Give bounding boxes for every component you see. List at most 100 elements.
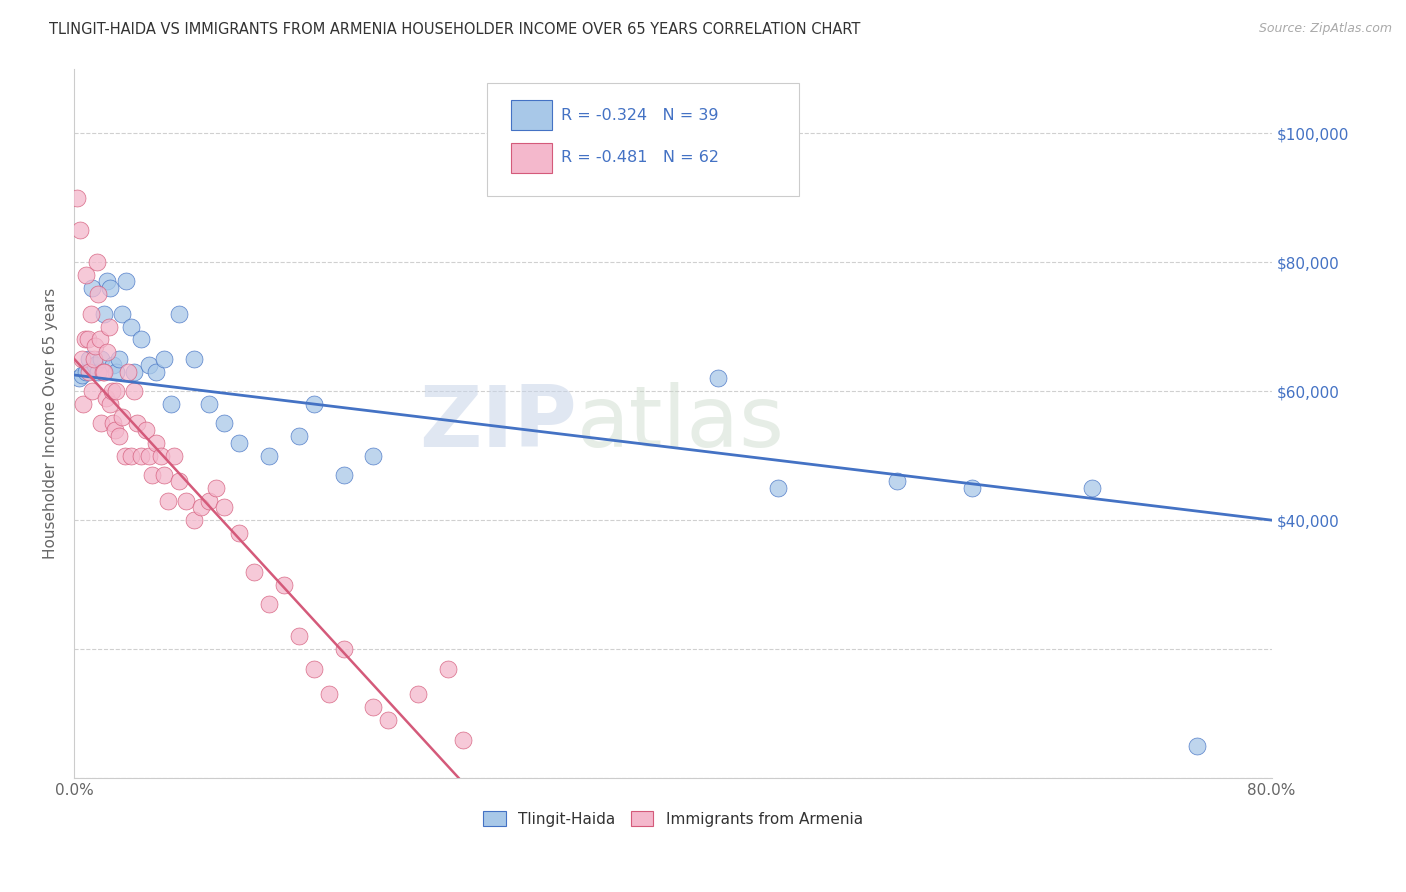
Point xyxy=(120,449,142,463)
Point xyxy=(105,384,128,398)
Point xyxy=(94,391,117,405)
Point xyxy=(153,351,176,366)
Point xyxy=(103,423,125,437)
Point xyxy=(69,223,91,237)
Point xyxy=(1185,739,1208,753)
Point xyxy=(125,417,148,431)
Point xyxy=(1081,481,1104,495)
Point xyxy=(84,339,107,353)
Text: R = -0.324   N = 39: R = -0.324 N = 39 xyxy=(561,108,718,123)
Point xyxy=(167,307,190,321)
Point xyxy=(98,397,121,411)
Point xyxy=(287,429,309,443)
Point xyxy=(131,449,153,463)
Point xyxy=(242,565,264,579)
FancyBboxPatch shape xyxy=(488,83,799,196)
Text: ZIP: ZIP xyxy=(419,382,576,465)
Point xyxy=(93,365,115,379)
Point xyxy=(90,351,112,366)
Point xyxy=(228,526,250,541)
Point xyxy=(377,713,399,727)
Point xyxy=(96,345,118,359)
Point xyxy=(98,281,121,295)
Point xyxy=(72,397,94,411)
Point xyxy=(302,397,325,411)
Point xyxy=(706,371,728,385)
Point xyxy=(198,493,221,508)
Point xyxy=(886,475,908,489)
Point xyxy=(80,384,103,398)
Point xyxy=(67,371,90,385)
Point xyxy=(332,467,354,482)
Point xyxy=(302,661,325,675)
Point xyxy=(105,365,128,379)
Point xyxy=(437,661,460,675)
Point xyxy=(408,687,430,701)
Point xyxy=(115,275,138,289)
Point xyxy=(101,359,124,373)
Point xyxy=(93,307,115,321)
Y-axis label: Householder Income Over 65 years: Householder Income Over 65 years xyxy=(44,288,58,559)
Point xyxy=(157,493,180,508)
Point xyxy=(363,449,385,463)
Point xyxy=(190,500,212,515)
Point xyxy=(141,467,163,482)
Point xyxy=(80,281,103,295)
Point xyxy=(145,435,167,450)
Point xyxy=(131,333,153,347)
Point xyxy=(83,351,105,366)
Point xyxy=(318,687,340,701)
Point xyxy=(153,467,176,482)
Point xyxy=(183,351,205,366)
Point xyxy=(766,481,789,495)
Point xyxy=(108,429,131,443)
Point xyxy=(86,255,108,269)
Point xyxy=(73,333,96,347)
FancyBboxPatch shape xyxy=(512,143,553,173)
Point xyxy=(96,275,118,289)
Point xyxy=(108,351,131,366)
Point xyxy=(111,307,134,321)
FancyBboxPatch shape xyxy=(512,101,553,130)
Legend: Tlingit-Haida, Immigrants from Armenia: Tlingit-Haida, Immigrants from Armenia xyxy=(475,803,870,834)
Point xyxy=(453,732,475,747)
Text: TLINGIT-HAIDA VS IMMIGRANTS FROM ARMENIA HOUSEHOLDER INCOME OVER 65 YEARS CORREL: TLINGIT-HAIDA VS IMMIGRANTS FROM ARMENIA… xyxy=(49,22,860,37)
Point xyxy=(960,481,983,495)
Point xyxy=(198,397,221,411)
Point xyxy=(91,365,114,379)
Point xyxy=(87,365,110,379)
Text: Source: ZipAtlas.com: Source: ZipAtlas.com xyxy=(1258,22,1392,36)
Point xyxy=(79,307,101,321)
Point xyxy=(257,597,280,611)
Point xyxy=(287,629,309,643)
Point xyxy=(89,333,111,347)
Point xyxy=(205,481,228,495)
Point xyxy=(77,365,100,379)
Point xyxy=(332,642,354,657)
Point xyxy=(84,359,107,373)
Point xyxy=(97,319,120,334)
Point xyxy=(228,435,250,450)
Point xyxy=(75,365,97,379)
Point xyxy=(145,365,167,379)
Point xyxy=(122,384,145,398)
Point xyxy=(138,359,160,373)
Point xyxy=(122,365,145,379)
Text: atlas: atlas xyxy=(576,382,785,465)
Point xyxy=(77,351,100,366)
Point xyxy=(212,417,235,431)
Point xyxy=(167,475,190,489)
Point xyxy=(75,268,97,282)
Point xyxy=(90,417,112,431)
Point xyxy=(138,449,160,463)
Point xyxy=(176,493,198,508)
Point xyxy=(70,351,93,366)
Point xyxy=(114,449,136,463)
Point xyxy=(135,423,157,437)
Point xyxy=(257,449,280,463)
Point xyxy=(149,449,172,463)
Point xyxy=(120,319,142,334)
Point xyxy=(66,190,89,204)
Point xyxy=(212,500,235,515)
Point xyxy=(100,384,122,398)
